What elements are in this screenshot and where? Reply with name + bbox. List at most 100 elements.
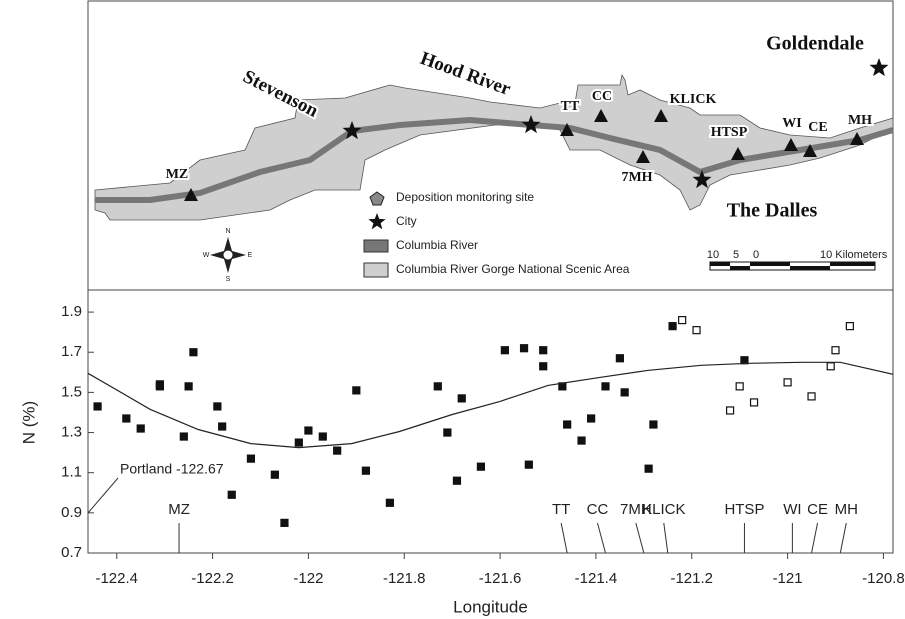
site-label: TT <box>552 501 570 518</box>
scale-label: 10 <box>707 249 719 261</box>
site-label: WI <box>783 501 801 518</box>
site-label: MZ <box>166 167 189 182</box>
compass <box>210 237 246 273</box>
data-point <box>136 424 145 433</box>
site-line <box>663 522 669 554</box>
site-line <box>811 522 819 554</box>
data-point <box>577 436 586 445</box>
x-tick-label: -121.2 <box>670 570 713 587</box>
data-point <box>361 466 371 475</box>
city-label: Stevenson <box>240 66 322 122</box>
legend-swatch-river <box>363 239 389 253</box>
site-marker <box>803 144 817 157</box>
site-marker <box>850 132 864 145</box>
site-label: MZ <box>168 501 190 518</box>
data-point <box>601 382 610 391</box>
x-tick-label: -121.8 <box>383 570 426 587</box>
data-point <box>280 518 289 527</box>
legend-label: Columbia River Gorge National Scenic Are… <box>396 262 630 276</box>
site-label: TT <box>561 99 580 114</box>
y-tick-label: 1.5 <box>61 383 82 400</box>
site-label: HTSP <box>724 501 764 518</box>
data-point <box>563 420 572 429</box>
site-label: 7MH <box>620 501 652 518</box>
site-line <box>635 522 645 554</box>
x-tick-label: -122.2 <box>191 570 234 587</box>
y-tick-label: 0.9 <box>61 504 82 521</box>
data-point <box>678 316 687 325</box>
fit-curve <box>87 361 894 449</box>
site-marker <box>594 109 608 122</box>
site-label: KLICK <box>642 501 685 518</box>
site-label: CC <box>592 89 612 104</box>
city-marker <box>342 121 362 140</box>
scale-bar <box>709 261 876 271</box>
y-tick-label: 1.1 <box>61 464 82 481</box>
data-point <box>845 322 854 331</box>
legend-pentagon <box>369 191 385 206</box>
legend-label: Columbia River <box>396 238 478 252</box>
city-label: The Dalles <box>727 200 818 222</box>
x-axis-title: Longitude <box>453 597 528 616</box>
data-point <box>587 414 596 423</box>
compass-label: E <box>248 252 253 259</box>
scale-label: 10 Kilometers <box>820 249 888 261</box>
data-point <box>227 490 236 499</box>
data-point <box>304 426 313 435</box>
site-marker <box>784 138 798 151</box>
data-point <box>184 382 193 391</box>
data-point <box>692 326 701 335</box>
compass-label: N <box>225 228 230 235</box>
data-point <box>831 346 840 355</box>
data-point <box>649 420 658 429</box>
y-tick-label: 1.9 <box>61 303 82 320</box>
data-point <box>270 470 279 479</box>
site-line <box>560 522 568 554</box>
data-point <box>668 322 677 331</box>
site-label: CE <box>808 120 827 135</box>
data-point <box>93 402 102 411</box>
site-marker <box>731 147 745 160</box>
data-point <box>246 454 256 463</box>
data-point <box>807 392 816 401</box>
site-label: HTSP <box>711 125 748 140</box>
data-point <box>826 362 835 371</box>
data-point <box>213 402 222 411</box>
data-point <box>457 394 466 403</box>
data-point <box>476 462 486 471</box>
legend-star <box>368 213 386 230</box>
site-marker <box>636 150 650 163</box>
city-marker <box>692 170 712 189</box>
data-point <box>740 356 749 365</box>
x-tick-label: -121 <box>773 570 803 587</box>
data-point <box>644 464 653 473</box>
map <box>94 73 894 278</box>
site-label: KLICK <box>670 92 717 107</box>
data-point <box>443 428 452 437</box>
data-point <box>749 398 759 407</box>
data-point <box>452 476 462 485</box>
data-point <box>725 406 735 415</box>
y-tick-label: 1.3 <box>61 424 82 441</box>
scale-label: 0 <box>753 249 759 261</box>
compass-label: S <box>226 276 231 283</box>
frame <box>87 0 894 554</box>
data-point <box>318 432 327 441</box>
data-point <box>333 446 342 455</box>
data-point <box>352 386 361 395</box>
data-point <box>294 438 303 447</box>
site-label: WI <box>782 116 801 131</box>
data-point <box>783 378 792 387</box>
data-point <box>218 422 227 431</box>
y-tick-label: 0.7 <box>61 544 82 561</box>
site-line <box>597 522 606 554</box>
data-point <box>539 346 548 355</box>
scale-label: 5 <box>733 249 739 261</box>
data-point <box>179 432 188 441</box>
site-line <box>839 522 847 554</box>
site-label: 7MH <box>621 170 652 185</box>
x-tick-label: -121.4 <box>575 570 618 587</box>
y-axis-title: N (%) <box>19 401 38 444</box>
site-label: MH <box>848 113 872 128</box>
x-tick-label: -122.4 <box>95 570 138 587</box>
